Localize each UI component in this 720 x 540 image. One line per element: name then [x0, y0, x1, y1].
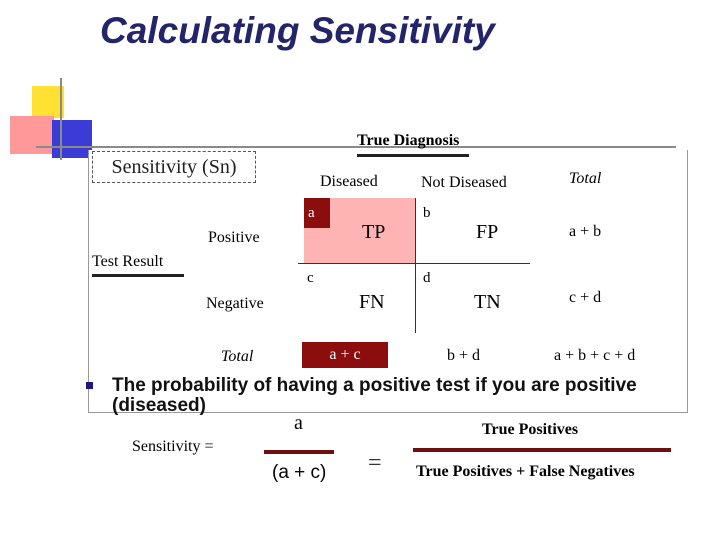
sensitivity-label-box: Sensitivity (Sn): [92, 151, 256, 183]
true-diagnosis-underline: [357, 154, 469, 157]
bullet-marker: [86, 382, 93, 389]
table-frame: [88, 150, 688, 413]
cell-b-letter: b: [423, 205, 431, 221]
row-header-test-result: Test Result: [92, 253, 164, 270]
formula-denominator-a-plus-c: (a + c): [272, 462, 327, 483]
decorative-square-red: [10, 116, 54, 154]
test-result-underline: [92, 274, 184, 277]
cell-a-letter: a: [308, 205, 315, 221]
decorative-vertical-line: [60, 78, 62, 160]
row-header-total: Total: [221, 348, 254, 365]
column-header-not-diseased: Not Diseased: [421, 174, 507, 191]
cell-d-letter: d: [423, 270, 431, 286]
formula-label: Sensitivity =: [132, 438, 214, 455]
decorative-horizontal-line: [36, 146, 676, 148]
row-total-positive: a + b: [569, 223, 602, 240]
formula-numerator-true-positives: True Positives: [482, 421, 579, 438]
true-diagnosis-heading: True Diagnosis: [357, 132, 460, 149]
cell-a-highlight: [304, 228, 330, 263]
grand-total: a + b + c + d: [554, 347, 636, 364]
definition-statement: The probability of having a positive tes…: [112, 375, 637, 416]
decorative-square-yellow: [32, 86, 64, 118]
column-header-diseased: Diseased: [320, 173, 378, 190]
cell-true-negative: TN: [474, 291, 501, 313]
column-total-not-diseased: b + d: [447, 347, 481, 364]
decorative-square-blue: [52, 120, 92, 158]
cell-a-marker: [304, 198, 330, 228]
row-header-negative: Negative: [206, 295, 264, 312]
formula-equals: =: [368, 450, 382, 476]
cell-tp-highlight: [330, 198, 415, 263]
column-header-total: Total: [569, 170, 602, 187]
cell-true-positive: TP: [362, 221, 386, 243]
cell-false-positive: FP: [476, 221, 499, 243]
row-header-positive: Positive: [208, 229, 260, 246]
grid-vertical-line: [415, 198, 416, 333]
column-total-diseased: a + c: [302, 342, 388, 368]
cell-false-negative: FN: [359, 291, 385, 313]
fraction-bar-right: [413, 448, 671, 452]
formula-denominator-tp-fn: True Positives + False Negatives: [416, 463, 635, 480]
cell-c-letter: c: [307, 270, 314, 286]
slide-title: Calculating Sensitivity: [100, 10, 495, 51]
fraction-bar-left: [264, 450, 334, 454]
formula-numerator-a: a: [294, 412, 303, 434]
row-total-negative: c + d: [569, 289, 602, 306]
grid-horizontal-line: [298, 263, 530, 264]
